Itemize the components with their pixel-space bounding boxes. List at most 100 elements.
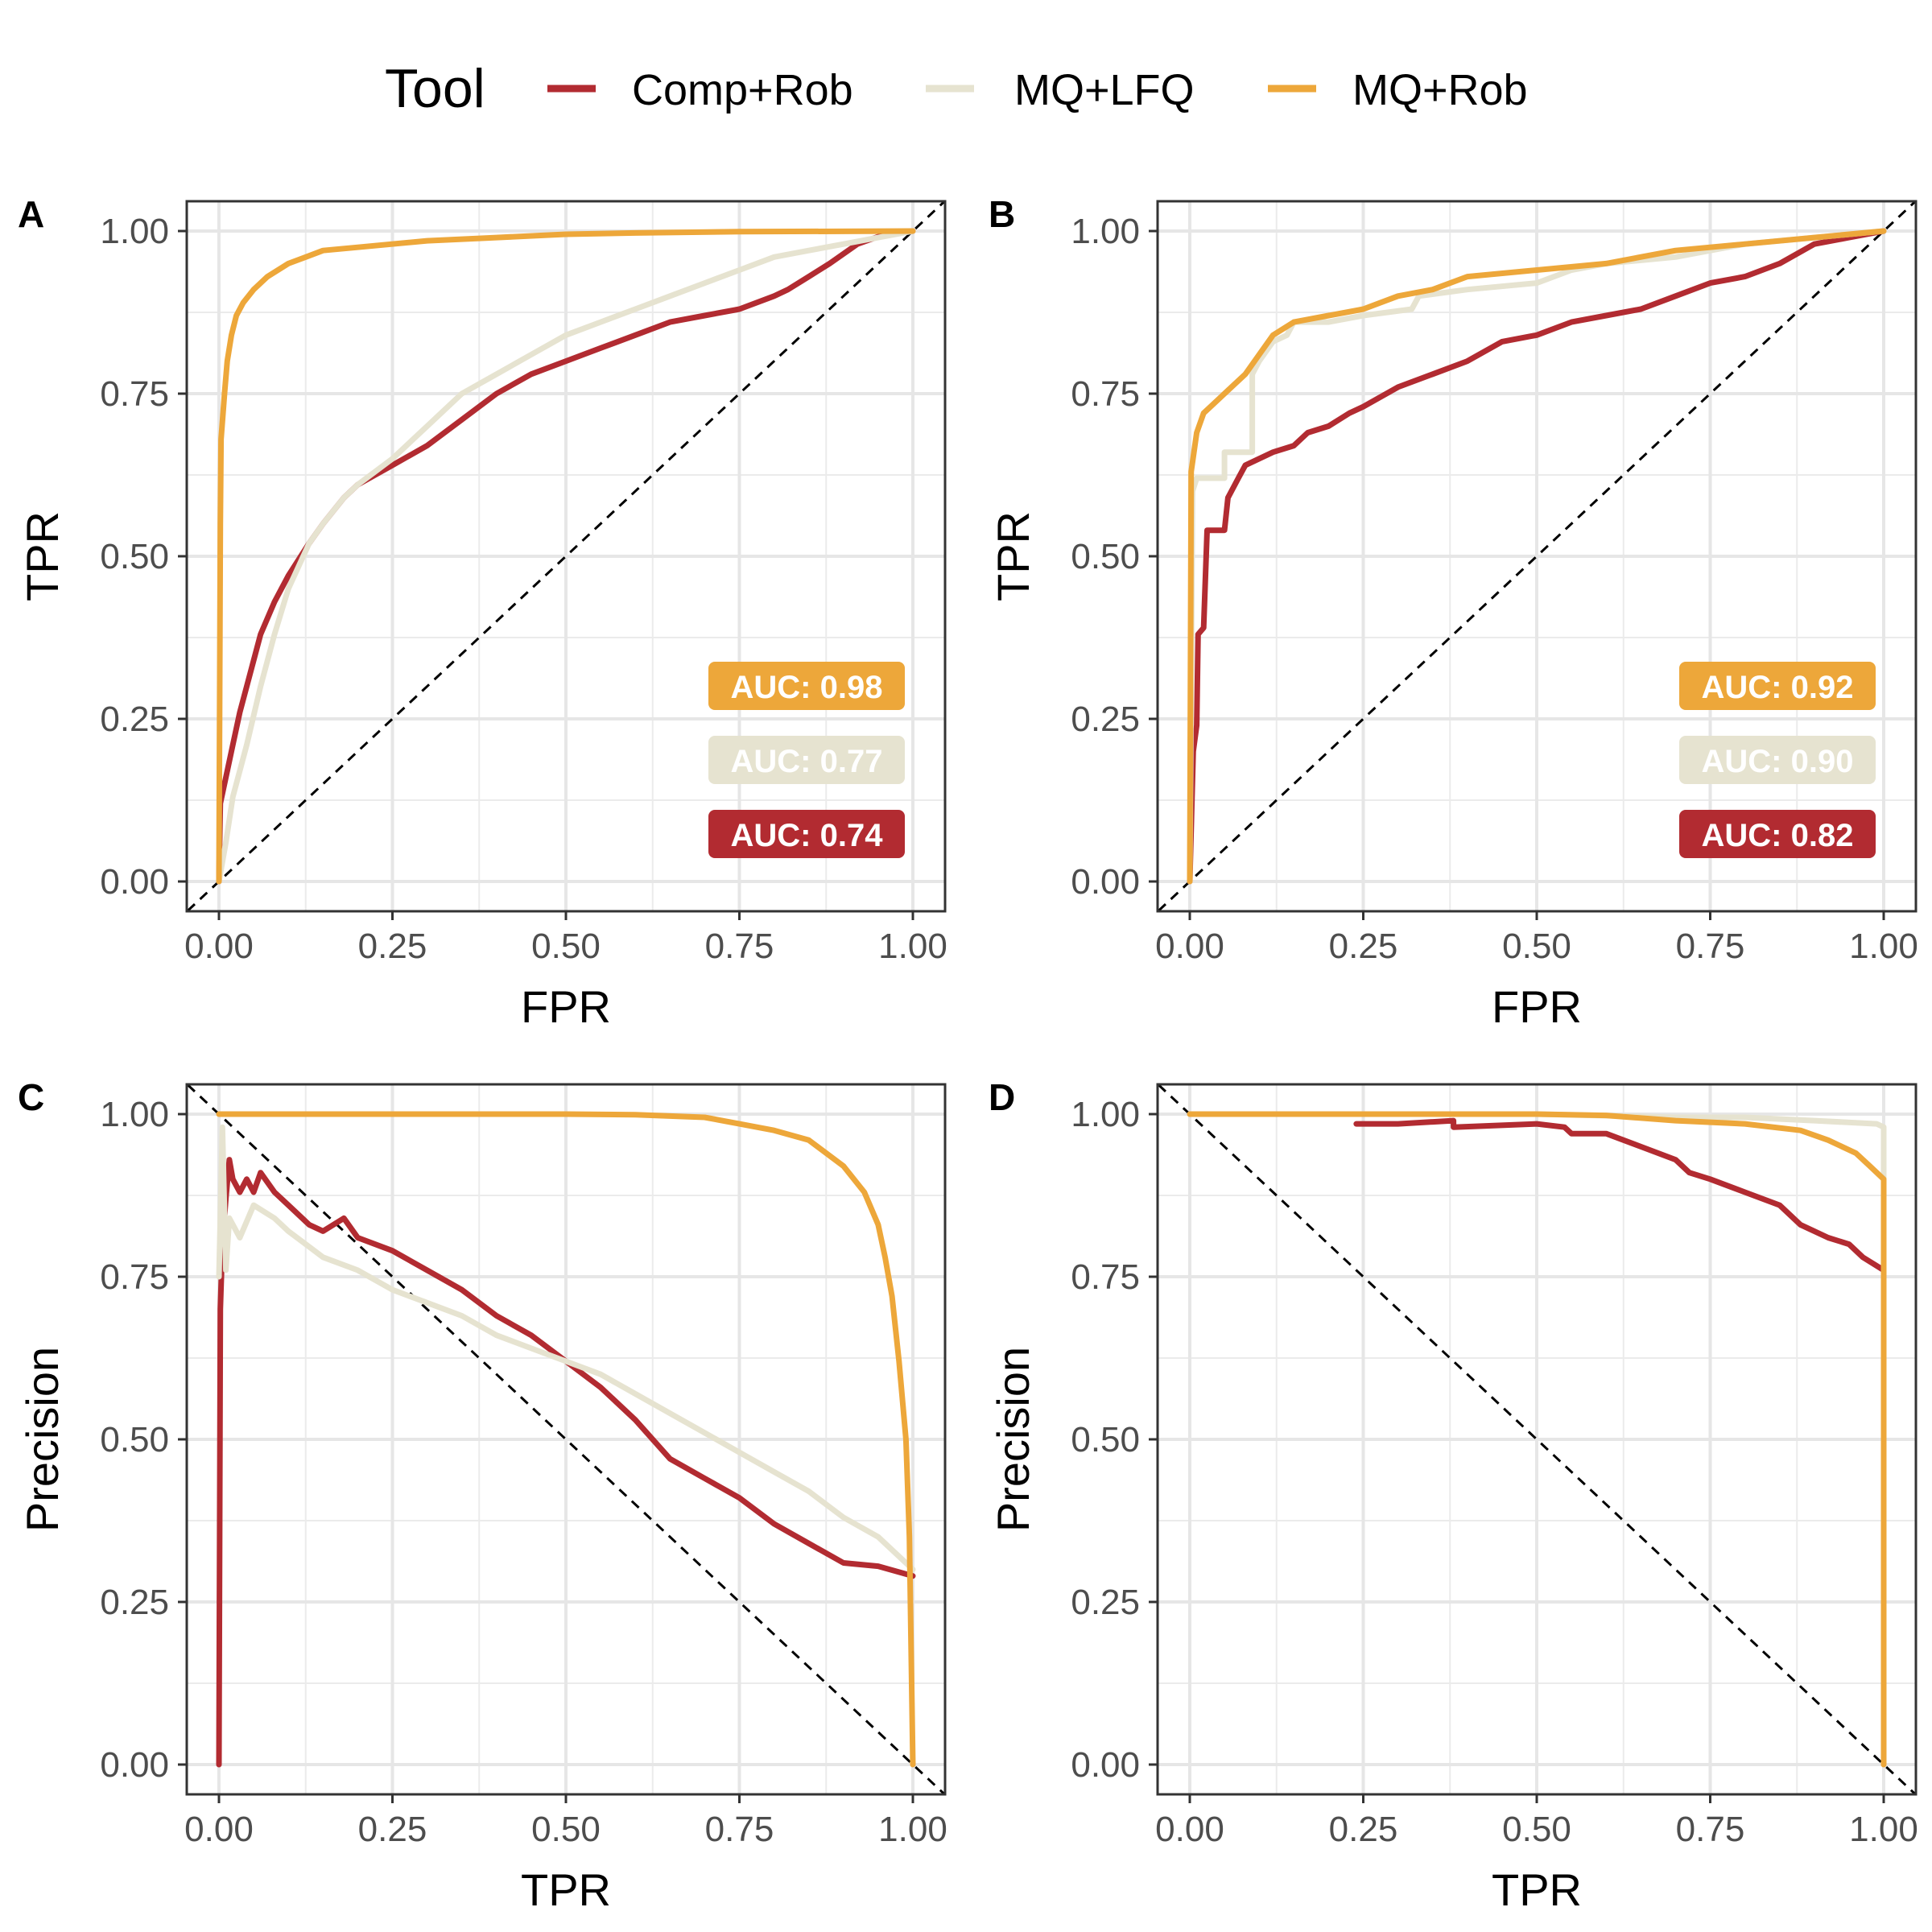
x-tick-label: 0.25 xyxy=(358,1810,427,1849)
y-axis-title: Precision xyxy=(988,1347,1038,1532)
panel-d: 0.00 0.25 0.50 0.75 1.00 0.00 0.25 0.50 0.75 1.00… xyxy=(988,1076,1918,1915)
x-tick-label: 0.75 xyxy=(1676,1810,1745,1849)
series-line-mq-rob xyxy=(216,228,916,885)
auc-label-text: AUC: 0.77 xyxy=(731,744,883,779)
x-tick-label: 0.50 xyxy=(1502,1810,1571,1849)
y-tick-label: 0.00 xyxy=(100,1745,169,1785)
y-tick-label: 0.50 xyxy=(100,537,169,576)
x-tick-label: 0.50 xyxy=(1502,927,1571,966)
auc-label-text: AUC: 0.98 xyxy=(731,670,883,705)
gridlines xyxy=(1158,201,1916,911)
reference-line xyxy=(187,201,945,911)
y-tick-label: 0.75 xyxy=(1071,1257,1140,1297)
axis-ticks: 0.00 0.25 0.50 0.75 1.00 0.00 0.25 0.50 0.75 1.00 xyxy=(100,212,947,966)
gridlines xyxy=(1158,1084,1916,1794)
y-tick-label: 0.50 xyxy=(1071,1420,1140,1459)
x-tick-label: 1.00 xyxy=(1849,927,1918,966)
series-line-comp-rob xyxy=(216,1157,916,1768)
auc-label-box xyxy=(1679,810,1876,858)
gridlines xyxy=(187,201,945,911)
auc-label-box xyxy=(1679,662,1876,710)
x-tick-label: 0.00 xyxy=(184,927,254,966)
x-axis-title: TPR xyxy=(1492,1864,1582,1915)
x-tick-label: 1.00 xyxy=(1849,1810,1918,1849)
axis-ticks: 0.00 0.25 0.50 0.75 1.00 0.00 0.25 0.50 0.75 1.00 xyxy=(100,1095,947,1849)
y-axis-title: TPR xyxy=(988,511,1038,601)
legend: Tool Comp+Rob MQ+LFQ MQ+Rob xyxy=(385,58,1528,119)
reference-line xyxy=(187,1084,945,1794)
auc-label-box xyxy=(1679,736,1876,784)
panel-c: 0.00 0.25 0.50 0.75 1.00 0.00 0.25 0.50 0.75 1.00… xyxy=(17,1076,947,1915)
panel-tag: D xyxy=(989,1076,1015,1118)
legend-label-mq-lfq: MQ+LFQ xyxy=(1014,66,1195,114)
x-tick-label: 1.00 xyxy=(878,927,947,966)
x-tick-label: 0.75 xyxy=(1676,927,1745,966)
series-line-mq-lfq xyxy=(216,1124,916,1573)
auc-label: AUC: 0.77 xyxy=(708,736,905,784)
y-tick-label: 0.00 xyxy=(1071,1745,1140,1785)
x-tick-label: 1.00 xyxy=(878,1810,947,1849)
y-tick-label: 0.50 xyxy=(100,1420,169,1459)
series-line-mq-rob xyxy=(1187,228,1887,885)
y-tick-label: 0.25 xyxy=(1071,700,1140,739)
y-tick-label: 0.25 xyxy=(100,1583,169,1622)
y-tick-label: 0.50 xyxy=(1071,537,1140,576)
y-axis-title: TPR xyxy=(17,511,68,601)
y-tick-label: 1.00 xyxy=(100,1095,169,1134)
auc-label-text: AUC: 0.90 xyxy=(1702,744,1854,779)
reference-line xyxy=(1158,201,1916,911)
legend-label-comp-rob: Comp+Rob xyxy=(632,66,853,114)
auc-label-text: AUC: 0.74 xyxy=(731,818,884,853)
y-tick-label: 0.25 xyxy=(1071,1583,1140,1622)
x-tick-label: 0.75 xyxy=(705,927,774,966)
x-tick-label: 0.25 xyxy=(1329,927,1398,966)
auc-label: AUC: 0.90 xyxy=(1679,736,1876,784)
y-axis-title: Precision xyxy=(17,1347,68,1532)
series-line-comp-rob xyxy=(1187,228,1887,885)
auc-label: AUC: 0.74 xyxy=(708,810,905,858)
y-tick-label: 0.75 xyxy=(1071,374,1140,414)
y-tick-label: 0.75 xyxy=(100,374,169,414)
x-axis-title: FPR xyxy=(1492,981,1582,1032)
auc-label-text: AUC: 0.82 xyxy=(1702,818,1854,853)
reference-line xyxy=(1158,1084,1916,1794)
x-tick-label: 0.75 xyxy=(705,1810,774,1849)
auc-label: AUC: 0.98 xyxy=(708,662,905,710)
legend-label-mq-rob: MQ+Rob xyxy=(1352,66,1528,114)
series-line-mq-rob xyxy=(1187,1111,1887,1768)
x-tick-label: 0.00 xyxy=(184,1810,254,1849)
series-line-mq-lfq xyxy=(216,228,916,885)
y-tick-label: 0.00 xyxy=(100,862,169,902)
y-tick-label: 1.00 xyxy=(1071,212,1140,251)
y-tick-label: 0.25 xyxy=(100,700,169,739)
auc-label: AUC: 0.92 xyxy=(1679,662,1876,710)
auc-label-box xyxy=(708,810,905,858)
x-tick-label: 0.25 xyxy=(1329,1810,1398,1849)
x-tick-label: 0.25 xyxy=(358,927,427,966)
x-axis-title: FPR xyxy=(521,981,611,1032)
y-tick-label: 0.00 xyxy=(1071,862,1140,902)
auc-label-box xyxy=(708,736,905,784)
axis-ticks: 0.00 0.25 0.50 0.75 1.00 0.00 0.25 0.50 0.75 1.00 xyxy=(1071,1095,1918,1849)
x-axis-title: TPR xyxy=(521,1864,611,1915)
x-tick-label: 0.00 xyxy=(1155,1810,1224,1849)
axis-ticks: 0.00 0.25 0.50 0.75 1.00 0.00 0.25 0.50 0.75 1.00 xyxy=(1071,212,1918,966)
panel-tag: A xyxy=(18,193,44,235)
legend-title: Tool xyxy=(385,58,485,119)
auc-label: AUC: 0.82 xyxy=(1679,810,1876,858)
auc-label-box xyxy=(708,662,905,710)
y-tick-label: 1.00 xyxy=(1071,1095,1140,1134)
panel-tag: B xyxy=(989,193,1015,235)
y-tick-label: 1.00 xyxy=(100,212,169,251)
x-tick-label: 0.00 xyxy=(1155,927,1224,966)
x-tick-label: 0.50 xyxy=(531,927,601,966)
series-line-comp-rob xyxy=(216,228,916,885)
panel-tag: C xyxy=(18,1076,44,1118)
series-line-mq-rob xyxy=(216,1111,916,1768)
series-line-comp-rob xyxy=(1353,1117,1887,1274)
x-tick-label: 0.50 xyxy=(531,1810,601,1849)
auc-label-text: AUC: 0.92 xyxy=(1702,670,1854,705)
